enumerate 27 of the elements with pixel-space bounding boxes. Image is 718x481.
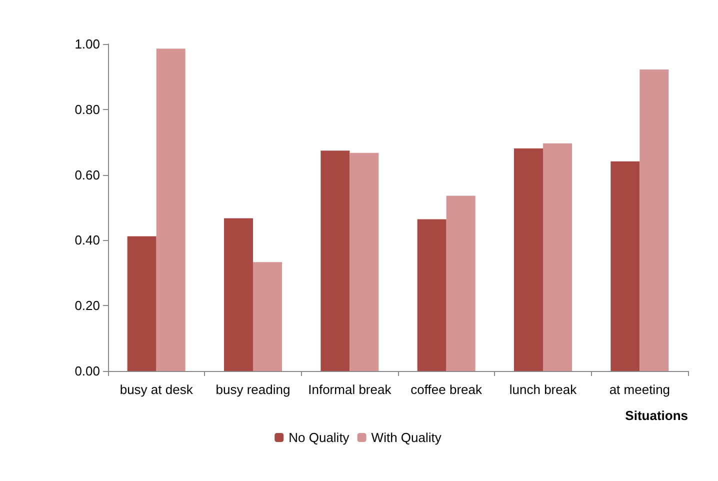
bar xyxy=(156,48,186,371)
bar xyxy=(320,150,350,371)
legend-label: With Quality xyxy=(371,430,442,445)
x-axis-title: Situations xyxy=(625,408,688,423)
x-tick-label: busy reading xyxy=(216,382,290,397)
legend-label: No Quality xyxy=(288,430,350,445)
x-tick-label: Informal break xyxy=(308,382,392,397)
y-tick-label: 1.00 xyxy=(74,36,100,52)
y-tick-label: 0.00 xyxy=(74,364,100,378)
y-tick-label: 0.40 xyxy=(74,232,100,248)
bar xyxy=(350,152,379,371)
y-tick-label: 0.80 xyxy=(74,102,100,117)
bar xyxy=(640,70,669,371)
x-tick-label: lunch break xyxy=(509,382,578,397)
bar xyxy=(253,262,282,371)
y-tick-label: 0.20 xyxy=(74,298,100,314)
bar xyxy=(446,196,476,371)
bar xyxy=(417,219,446,371)
bar xyxy=(224,218,253,371)
x-tick-label: coffee break xyxy=(410,382,482,397)
y-tick-label: 0.60 xyxy=(74,167,100,182)
bar xyxy=(127,236,156,371)
x-tick-label: at meeting xyxy=(609,382,670,397)
bar xyxy=(610,161,640,371)
x-tick-label: busy at desk xyxy=(120,382,194,397)
bar xyxy=(514,148,543,371)
bar xyxy=(543,143,572,371)
